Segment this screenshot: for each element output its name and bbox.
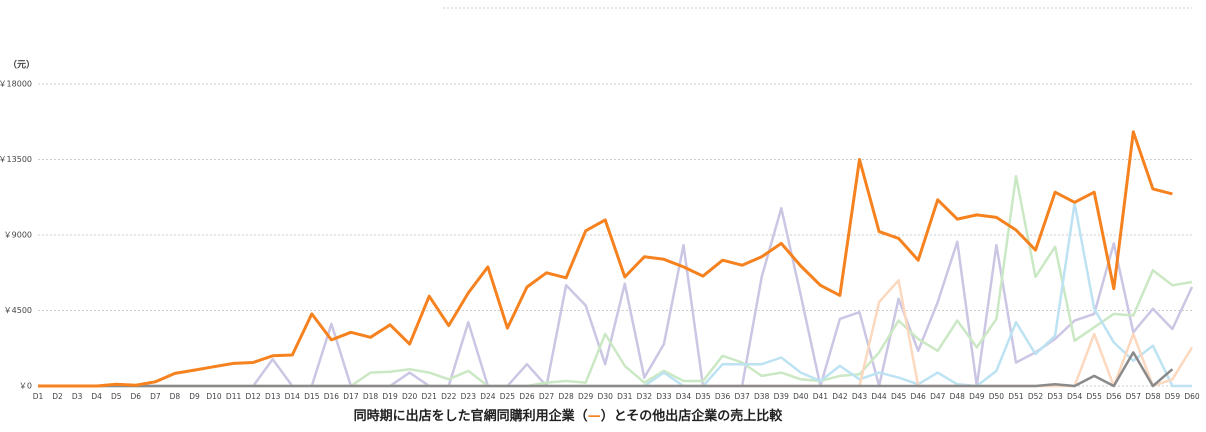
- x-tick-label: D3: [72, 392, 83, 401]
- x-tick-label: D33: [656, 392, 672, 401]
- y-tick-label: ￥13500: [0, 155, 32, 164]
- x-tick-label: D2: [52, 392, 63, 401]
- series-line: [38, 130, 1173, 388]
- x-tick-label: D47: [930, 392, 946, 401]
- x-tick-label: D22: [441, 392, 457, 401]
- x-tick-label: D4: [91, 392, 102, 401]
- x-tick-label: D35: [695, 392, 711, 401]
- x-tick-label: D30: [598, 392, 614, 401]
- series-line: [38, 279, 1194, 388]
- series-line: [38, 175, 1193, 388]
- x-tick-label: D20: [402, 392, 418, 401]
- x-tick-label: D8: [170, 392, 181, 401]
- x-tick-label: D45: [891, 392, 907, 401]
- x-tick-label: D50: [989, 392, 1005, 401]
- x-tick-label: D51: [1008, 392, 1024, 401]
- x-tick-label: D36: [715, 392, 731, 401]
- x-tick-label: D21: [422, 392, 438, 401]
- x-tick-label: D13: [265, 392, 281, 401]
- x-tick-label: D38: [754, 392, 770, 401]
- x-tick-label: D10: [206, 392, 222, 401]
- x-tick-label: D39: [774, 392, 790, 401]
- x-tick-label: D18: [363, 392, 379, 401]
- x-tick-label: D41: [813, 392, 829, 401]
- x-tick-label: D40: [793, 392, 809, 401]
- x-tick-label: D54: [1067, 392, 1083, 401]
- title-mark: —: [588, 409, 601, 424]
- x-tick-label: D53: [1047, 392, 1063, 401]
- series-line: [38, 201, 1192, 388]
- x-tick-label: D5: [111, 392, 122, 401]
- chart-title: 同時期に出店をした官網同購利用企業（—）とその他出店企業の売上比較: [354, 408, 784, 424]
- title-part: ）とその他出店企業の売上比較: [601, 408, 784, 424]
- y-tick-label: ￥0: [19, 382, 32, 391]
- title-part: 同時期に出店をした官網同購利用企業（: [354, 408, 588, 424]
- x-tick-label: D37: [734, 392, 750, 401]
- x-tick-label: D42: [832, 392, 848, 401]
- x-tick-label: D52: [1028, 392, 1044, 401]
- x-tick-label: D25: [500, 392, 516, 401]
- x-tick-label: D14: [285, 392, 301, 401]
- x-tick-label: D9: [189, 392, 200, 401]
- x-tick-label: D26: [519, 392, 535, 401]
- x-tick-label: D12: [245, 392, 261, 401]
- x-tick-label: D1: [33, 392, 44, 401]
- y-axis-label: （元）: [8, 60, 35, 71]
- x-tick-label: D58: [1145, 392, 1161, 401]
- x-tick-label: D59: [1165, 392, 1181, 401]
- x-tick-label: D27: [539, 392, 555, 401]
- x-tick-label: D23: [461, 392, 477, 401]
- x-tick-label: D17: [343, 392, 359, 401]
- x-tick-label: D44: [871, 392, 887, 401]
- x-tick-label: D55: [1087, 392, 1103, 401]
- x-tick-label: D48: [950, 392, 966, 401]
- y-tick-label: ￥9000: [4, 231, 32, 240]
- x-tick-label: D60: [1184, 392, 1200, 401]
- x-tick-label: D31: [617, 392, 633, 401]
- x-tick-label: D7: [150, 392, 161, 401]
- x-tick-label: D46: [911, 392, 927, 401]
- x-tick-label: D56: [1106, 392, 1122, 401]
- x-tick-label: D28: [558, 392, 574, 401]
- x-tick-label: D43: [852, 392, 868, 401]
- x-tick-label: D32: [637, 392, 653, 401]
- x-tick-label: D19: [382, 392, 398, 401]
- x-tick-label: D24: [480, 392, 496, 401]
- series-line: [38, 351, 1174, 388]
- x-tick-label: D15: [304, 392, 320, 401]
- x-tick-label: D11: [226, 392, 242, 401]
- x-tick-label: D6: [131, 392, 142, 401]
- x-tick-label: D29: [578, 392, 594, 401]
- x-tick-label: D34: [676, 392, 692, 401]
- y-tick-label: ￥4500: [4, 306, 32, 315]
- x-tick-label: D16: [324, 392, 340, 401]
- y-tick-label: ￥18000: [0, 80, 32, 89]
- x-tick-label: D49: [969, 392, 985, 401]
- x-tick-label: D57: [1126, 392, 1142, 401]
